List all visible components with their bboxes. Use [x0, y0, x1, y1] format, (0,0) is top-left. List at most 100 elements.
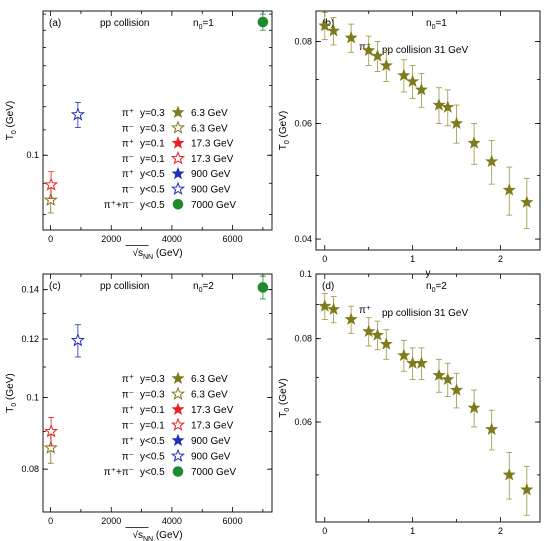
data-point: [450, 116, 464, 130]
legend-particle: π⁺: [122, 139, 134, 150]
x-tick-label: 0: [322, 526, 327, 536]
data-point: [370, 49, 385, 62]
legend-particle: π⁻: [122, 154, 134, 165]
n0-annotation: n0=2: [426, 281, 447, 294]
data-point: [379, 337, 393, 350]
legend-energy: 6.3 GeV: [191, 390, 228, 401]
legend-particle: π⁺: [122, 405, 134, 416]
n0-annotation: n0=2: [193, 281, 214, 294]
data-point: [379, 58, 393, 72]
legend-rapidity: y<0.5: [140, 452, 165, 463]
data-point: [432, 368, 446, 381]
panel-a: 0 2000 4000 6000 0.1 √sNN (GeV) T0 (GeV) (a) pp …: [5, 10, 273, 261]
data-point: [441, 100, 455, 113]
legend-rapidity: y<0.5: [140, 169, 165, 180]
legend-marker: [170, 448, 186, 463]
legend-rapidity: y<0.5: [140, 185, 165, 196]
data-point: [362, 43, 376, 57]
x-tick-label: 0: [322, 254, 327, 264]
x-tick-label: 4000: [162, 234, 182, 244]
data-points: [318, 293, 534, 516]
legend-particle: π⁻: [122, 390, 134, 401]
data-point: [520, 195, 534, 208]
legend-rapidity: y=0.1: [140, 139, 165, 150]
x-axis-label: y: [426, 268, 431, 279]
plot-frame: [315, 10, 541, 251]
legend-particle: π⁺: [122, 436, 134, 447]
y-tick-label: 0.08: [294, 36, 312, 46]
legend-particle: π⁺: [122, 374, 134, 385]
panel-label: (d): [322, 281, 334, 292]
data-point: [467, 136, 481, 149]
panel-title: pp collision: [100, 18, 149, 29]
legend-marker: [171, 166, 185, 180]
legend-particle: π⁺+π⁻: [104, 467, 134, 478]
legend-energy: 17.3 GeV: [191, 154, 234, 165]
inner-label-text: pp collision 31 GeV: [382, 45, 468, 56]
data-point: [257, 16, 269, 28]
data-point: [44, 423, 59, 438]
data-point: [441, 372, 455, 386]
legend-rapidity: y=0.3: [140, 374, 165, 385]
data-point: [257, 282, 269, 293]
data-point: [397, 348, 411, 362]
data-point: [414, 356, 428, 369]
legend-rapidity: y=0.3: [140, 390, 165, 401]
legend-marker: [172, 199, 184, 210]
panel-label: (c): [49, 281, 61, 292]
legend-marker: [172, 466, 184, 477]
legend-particle: π⁻: [122, 123, 134, 134]
legend-energy: 6.3 GeV: [191, 123, 228, 134]
x-tick-label: 2000: [101, 234, 121, 244]
data-point: [450, 383, 464, 396]
data-point: [318, 18, 332, 32]
x-tick-label: 6000: [223, 516, 243, 526]
y-tick-label: 0.12: [21, 334, 39, 344]
data-point: [70, 333, 85, 347]
y-tick-label: 0.1: [26, 393, 39, 403]
legend-rapidity: y<0.5: [140, 200, 165, 211]
data-point: [406, 74, 420, 88]
x-tick-label: 0: [48, 516, 53, 526]
legend-marker: [170, 386, 186, 401]
y-axis-label: T0 (GeV): [5, 101, 18, 140]
x-tick-label: 1: [410, 526, 415, 536]
legend-energy: 6.3 GeV: [191, 108, 228, 119]
data-point: [344, 31, 358, 44]
data-point: [520, 482, 534, 496]
panel-d: 0 1 2 0.06 0.08 0.1 y T0 (GeV) (d) n0=2 π⁺ pp colli…: [278, 269, 541, 541]
y-tick-label: 0.1: [26, 150, 39, 160]
x-tick-label: 2: [498, 254, 503, 264]
y-tick-label: 0.08: [21, 464, 39, 474]
data-points: [43, 13, 269, 214]
data-point: [70, 107, 85, 121]
legend-marker: [170, 120, 186, 134]
data-point: [344, 312, 358, 325]
y-tick-label: 0.06: [294, 417, 312, 427]
legend-energy: 7000 GeV: [191, 200, 236, 211]
legend-rapidity: y=0.1: [140, 154, 165, 165]
x-axis-label: √sNN (GeV): [132, 529, 182, 541]
legend-marker: [170, 181, 186, 196]
legend-marker: [171, 371, 185, 385]
inner-label-particle: π⁺: [359, 42, 371, 53]
panel-label: (a): [49, 18, 61, 29]
y-tick-label: 0.14: [21, 285, 39, 295]
x-tick-label: 4000: [162, 516, 182, 526]
y-tick-label: 0.06: [294, 118, 312, 128]
legend-rapidity: y=0.3: [140, 123, 165, 134]
y-axis-label: T0 (GeV): [5, 373, 18, 412]
legend-rapidity: y<0.5: [140, 436, 165, 447]
data-point: [502, 468, 516, 481]
legend-particle: π⁻: [122, 421, 134, 432]
x-tick-label: 1: [410, 254, 415, 264]
legend-energy: 900 GeV: [191, 185, 231, 196]
legend-marker: [170, 150, 186, 165]
legend-marker: [171, 433, 185, 447]
panel-b: 0 1 2 0.04 0.06 0.08 y T0 (GeV) (b) n0=1 π⁺ pp coll…: [278, 10, 541, 279]
legend-rapidity: y=0.1: [140, 421, 165, 432]
legend-energy: 17.3 GeV: [191, 421, 234, 432]
legend-energy: 17.3 GeV: [191, 405, 234, 416]
data-point: [43, 192, 58, 207]
